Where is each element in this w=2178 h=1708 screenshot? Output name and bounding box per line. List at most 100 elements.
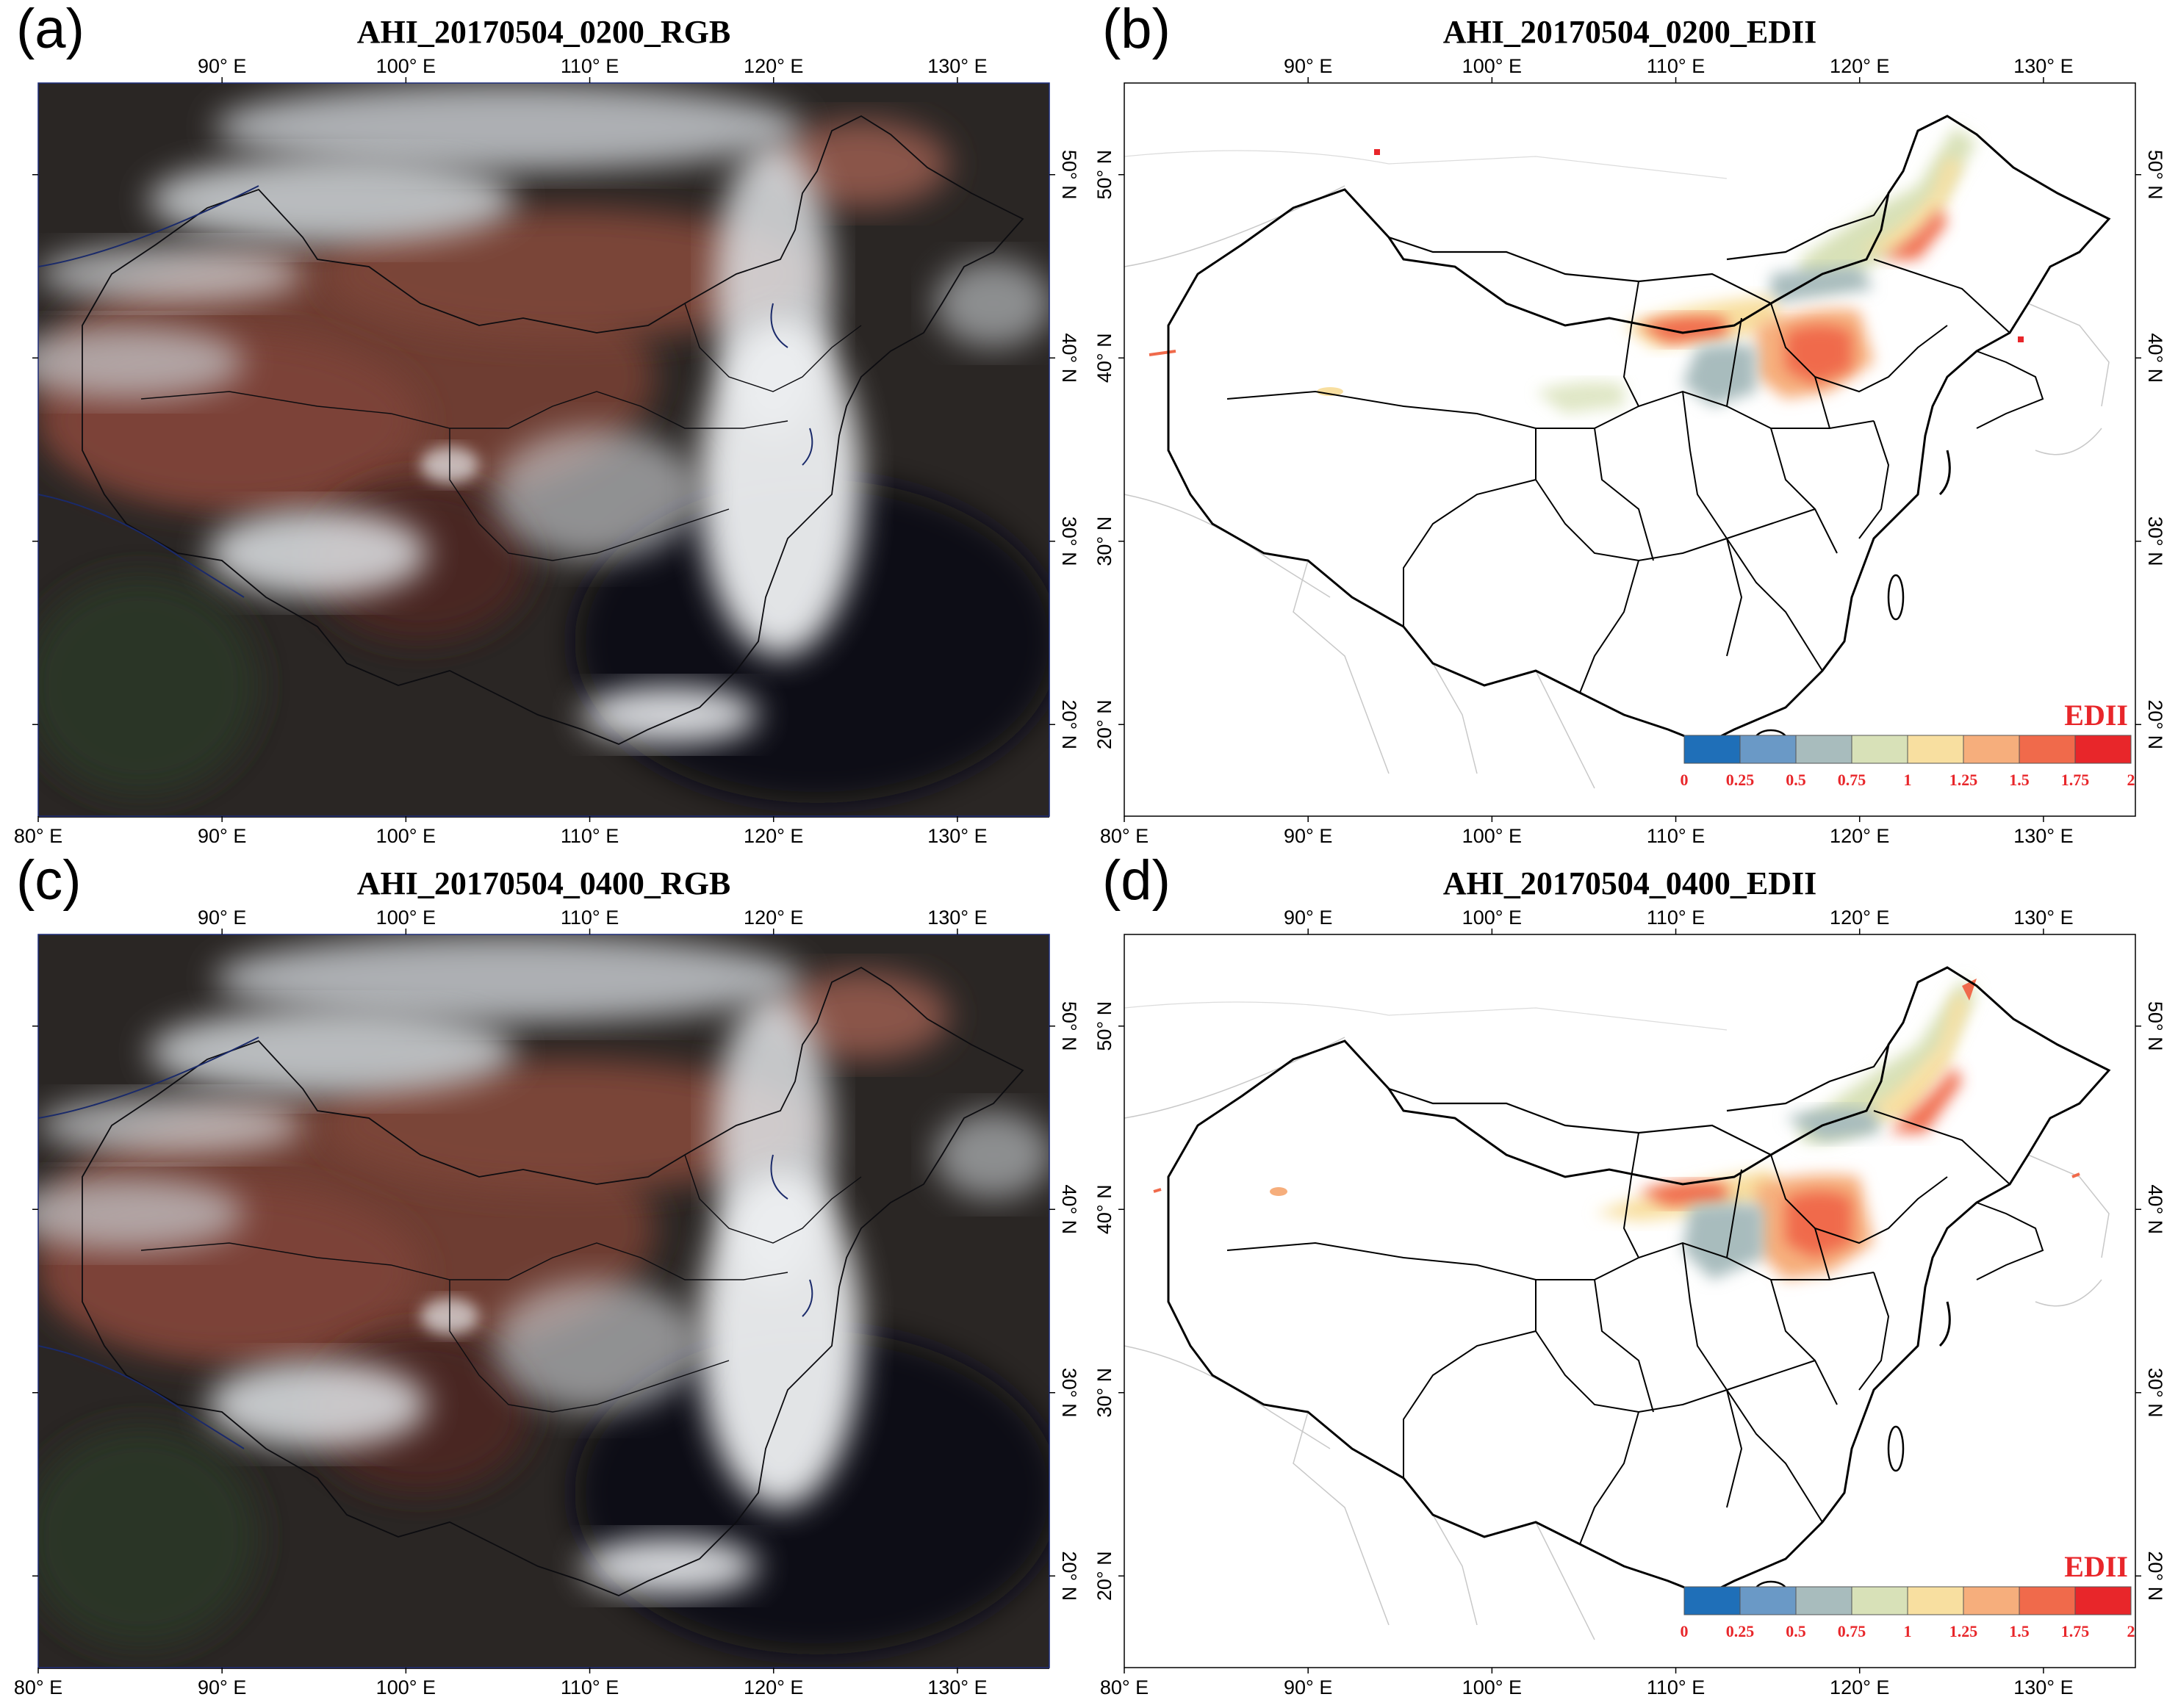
top-lon-label: 110° E xyxy=(1647,55,1705,77)
top-lon-label: 120° E xyxy=(1830,55,1889,77)
bottom-lon-label: 80° E xyxy=(1100,1676,1149,1698)
bottom-lon-label: 80° E xyxy=(14,1676,62,1698)
panel-letter: (b) xyxy=(1102,0,1171,60)
rgb-scene xyxy=(9,934,1060,1669)
top-lon-label: 100° E xyxy=(376,907,436,929)
left-lat-label: 30° N xyxy=(1093,1368,1115,1418)
bottom-lon-label: 100° E xyxy=(376,1676,436,1698)
panel-letter: (a) xyxy=(16,0,85,60)
top-lon-label: 120° E xyxy=(1830,907,1889,929)
left-lat-label: 30° N xyxy=(1093,516,1115,566)
colorbar-title: EDII xyxy=(2064,1550,2128,1583)
bottom-lon-label: 90° E xyxy=(198,825,246,847)
colorbar-segment xyxy=(1795,735,1852,764)
colorbar-segment xyxy=(1963,1586,2020,1615)
colorbar-segment xyxy=(2019,1586,2076,1615)
map-frame xyxy=(37,934,1050,1668)
left-lat-label: 20° N xyxy=(1093,699,1115,749)
colorbar: EDII 0 0.25 0.5 0.75 1 1.25 1.5 1.75 2 xyxy=(1681,699,2135,789)
bottom-lon-label: 130° E xyxy=(2013,1676,2073,1698)
right-lat-label: 40° N xyxy=(1058,333,1080,383)
left-lat-label: 40° N xyxy=(1093,1184,1115,1234)
bottom-lon-label: 80° E xyxy=(1100,825,1149,847)
colorbar-label: 0.5 xyxy=(1786,771,1806,789)
colorbar-segment xyxy=(1683,735,1741,764)
colorbar: EDII 0 0.25 0.5 0.75 1 1.25 1.5 1.75 2 xyxy=(1681,1550,2135,1640)
top-lon-label: 120° E xyxy=(744,907,803,929)
left-lat-label: 50° N xyxy=(1093,150,1115,200)
rgb-scene xyxy=(9,83,1060,818)
colorbar-segment xyxy=(2074,1586,2132,1615)
right-lat-label: 20° N xyxy=(1058,1551,1080,1601)
colorbar-title: EDII xyxy=(2064,699,2128,732)
left-lat-label: 50° N xyxy=(1093,1001,1115,1051)
bottom-lon-label: 110° E xyxy=(1647,825,1705,847)
colorbar-segment xyxy=(1851,735,1908,764)
top-lon-label: 130° E xyxy=(927,55,987,77)
colorbar-segment xyxy=(1739,735,1797,764)
bottom-lon-label: 80° E xyxy=(14,825,62,847)
top-lon-label: 130° E xyxy=(2013,55,2073,77)
panel-title: AHI_20170504_0400_EDII xyxy=(1443,865,1817,901)
colorbar-label: 0.25 xyxy=(1726,1622,1755,1640)
bottom-lon-label: 120° E xyxy=(744,825,803,847)
top-lon-label: 130° E xyxy=(927,907,987,929)
right-lat-label: 20° N xyxy=(2144,699,2166,749)
colorbar-label: 0 xyxy=(1681,1622,1689,1640)
panel-d: (d) AHI_20170504_0400_EDII 90° E 100° E 110°… xyxy=(1093,849,2166,1698)
colorbar-segment xyxy=(2074,735,2132,764)
right-lat-label: 50° N xyxy=(1058,150,1080,200)
top-lon-label: 90° E xyxy=(1284,907,1332,929)
bottom-lon-label: 90° E xyxy=(1284,1676,1332,1698)
panel-a: (a) AHI_20170504_0200_RGB 90° E 100° E 110° … xyxy=(9,0,1080,847)
colorbar-label: 1.75 xyxy=(2061,1622,2090,1640)
bottom-lon-label: 110° E xyxy=(561,825,619,847)
colorbar-label: 0.75 xyxy=(1838,1622,1866,1640)
map-frame xyxy=(37,82,1050,817)
colorbar-segment xyxy=(2019,735,2076,764)
satellite-rgb-image xyxy=(9,934,1060,1669)
panel-letter: (c) xyxy=(16,849,82,912)
bottom-lon-label: 100° E xyxy=(1462,825,1522,847)
colorbar-label: 0 xyxy=(1681,771,1689,789)
top-lon-label: 90° E xyxy=(198,55,246,77)
colorbar-label: 1 xyxy=(1904,771,1912,789)
right-lat-label: 40° N xyxy=(1058,1184,1080,1234)
colorbar-segment xyxy=(1795,1586,1852,1615)
bottom-lon-label: 120° E xyxy=(1830,825,1889,847)
top-lon-label: 120° E xyxy=(744,55,803,77)
colorbar-label: 1.5 xyxy=(2009,771,2030,789)
bottom-lon-label: 110° E xyxy=(1647,1676,1705,1698)
right-lat-label: 20° N xyxy=(2144,1551,2166,1601)
top-lon-label: 90° E xyxy=(1284,55,1332,77)
map-frame xyxy=(1124,934,2136,1668)
bottom-lon-label: 120° E xyxy=(1830,1676,1889,1698)
panels-layer: (a) AHI_20170504_0200_RGB 90° E 100° E 110° … xyxy=(9,0,2166,1698)
colorbar-label: 0.25 xyxy=(1726,771,1755,789)
right-lat-label: 50° N xyxy=(2144,1001,2166,1051)
panel-title: AHI_20170504_0200_EDII xyxy=(1443,14,1817,50)
top-lon-label: 130° E xyxy=(2013,907,2073,929)
colorbar-label: 0.5 xyxy=(1786,1622,1806,1640)
bottom-lon-label: 130° E xyxy=(2013,825,2073,847)
right-lat-label: 50° N xyxy=(1058,1001,1080,1051)
bottom-lon-label: 100° E xyxy=(376,825,436,847)
right-lat-label: 30° N xyxy=(2144,516,2166,566)
right-lat-label: 30° N xyxy=(1058,1368,1080,1418)
right-lat-label: 40° N xyxy=(2144,1184,2166,1234)
panel-c: (c) AHI_20170504_0400_RGB 90° E 100° E 110° … xyxy=(9,849,1080,1698)
bottom-lon-label: 130° E xyxy=(927,825,987,847)
map-background xyxy=(1124,934,2135,1668)
colorbar-label: 1 xyxy=(1904,1622,1912,1640)
map-background xyxy=(1124,83,2135,816)
bottom-lon-label: 120° E xyxy=(744,1676,803,1698)
colorbar-label: 1.25 xyxy=(1949,1622,1978,1640)
colorbar-label: 1.25 xyxy=(1949,771,1978,789)
bottom-lon-label: 100° E xyxy=(1462,1676,1522,1698)
colorbar-segment xyxy=(1739,1586,1797,1615)
top-lon-label: 110° E xyxy=(561,55,619,77)
colorbar-label: 2 xyxy=(2127,771,2135,789)
colorbar-segment xyxy=(1683,1586,1741,1615)
colorbar-segment xyxy=(1963,735,2020,764)
